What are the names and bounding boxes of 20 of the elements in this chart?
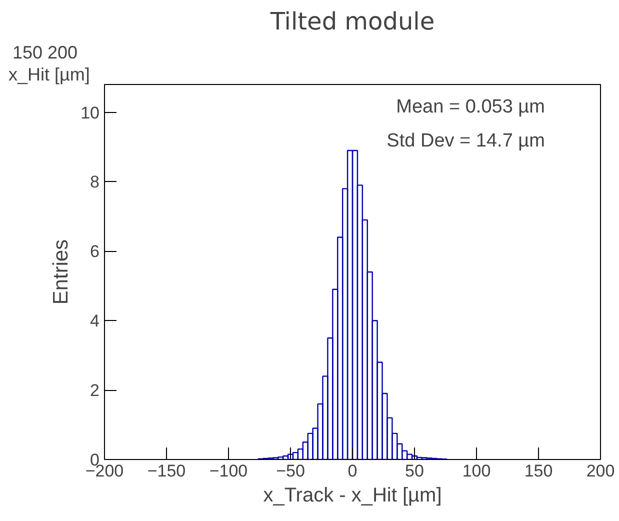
text: x_Hit [µm]: [8, 64, 90, 84]
x-tick-label: −100: [209, 462, 248, 480]
y-tick-label: 10: [80, 103, 100, 122]
y-tick-label: 8: [90, 172, 100, 192]
x-tick-label: 150: [524, 462, 553, 480]
y-axis-title: Entries: [50, 239, 73, 305]
x-tick-label: 50: [405, 462, 424, 480]
y-tick-label: 6: [90, 242, 100, 262]
chart-title: Tilted module: [269, 8, 435, 36]
x-axis-title: x_Track - x_Hit [µm]: [263, 484, 442, 506]
x-tick-label: −50: [276, 462, 305, 480]
text: 150 200: [12, 42, 78, 62]
x-tick-label: 200: [586, 462, 615, 480]
annotation: Std Dev = 14.7 µm: [386, 130, 545, 152]
y-tick-label: 4: [90, 312, 100, 331]
x-tick-label: 0: [348, 462, 358, 480]
x-tick-label: 100: [462, 462, 491, 480]
y-tick-label: 2: [90, 381, 100, 400]
x-tick-label: −150: [147, 462, 186, 480]
annotation: Mean = 0.053 µm: [396, 96, 545, 118]
